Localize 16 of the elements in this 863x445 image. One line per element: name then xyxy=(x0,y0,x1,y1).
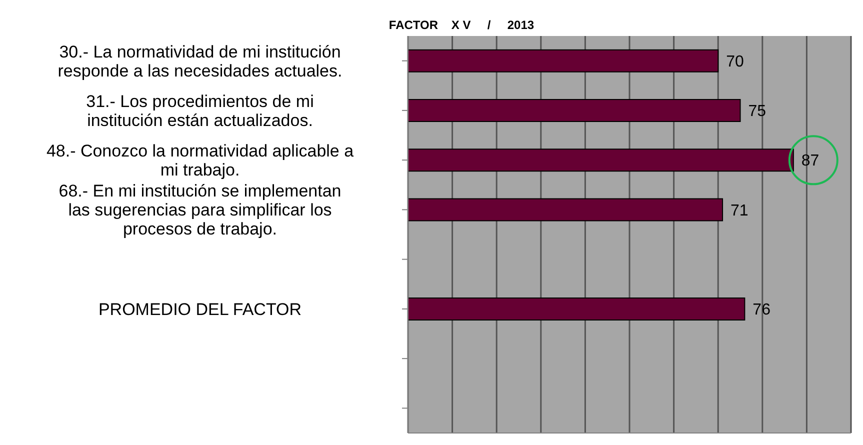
y-tick-label: 68.- En mi institución se implementan las sugerencias para simplificar los procesos de trabajo. xyxy=(58,182,342,239)
y-tick-label: PROMEDIO DEL FACTOR xyxy=(98,300,302,319)
data-label: 76 xyxy=(752,302,771,319)
y-tick-label: 31.- Los procedimientos de mi institución están actualizados. xyxy=(86,92,314,130)
bar xyxy=(408,198,724,222)
bar xyxy=(408,148,794,172)
data-label: 70 xyxy=(726,53,744,70)
y-tick-label: 30.- La normatividad de mi institución responde a las necesidades actuales. xyxy=(58,42,342,80)
data-label: 87 xyxy=(801,152,820,170)
bar xyxy=(408,99,741,122)
bar xyxy=(408,298,746,321)
y-tick-label: 48.- Conozco la normatividad aplicable a mi trabajo. xyxy=(46,142,354,180)
bar xyxy=(408,49,719,72)
data-label: 71 xyxy=(730,202,748,220)
chart-title: FACTOR X V / 2013 xyxy=(388,18,536,32)
data-label: 75 xyxy=(748,103,766,120)
